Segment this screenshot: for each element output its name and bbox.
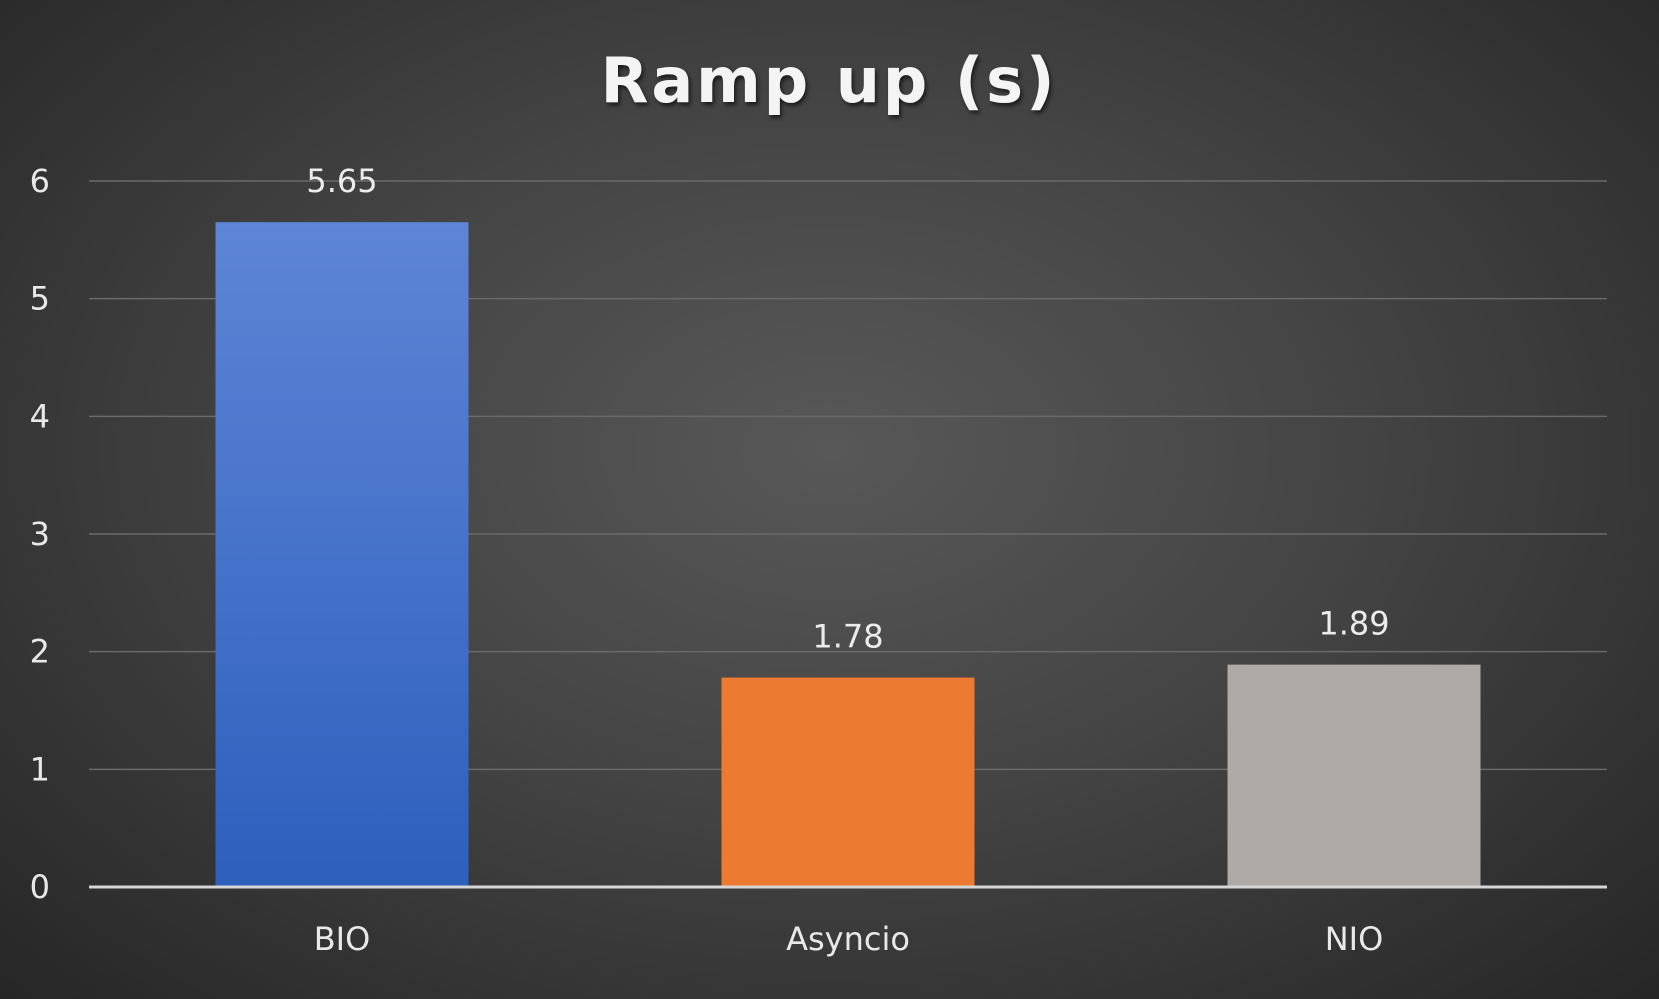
bar-bio <box>215 222 469 887</box>
x-category-label-bio: BIO <box>314 920 371 958</box>
data-label-bio: 5.65 <box>306 162 377 200</box>
y-tick-label: 3 <box>30 515 50 553</box>
y-axis-tick-labels: 0 1 2 3 4 5 6 <box>30 162 50 906</box>
y-tick-label: 6 <box>30 162 50 200</box>
y-tick-label: 5 <box>30 280 50 318</box>
bar-nio <box>1227 664 1481 887</box>
x-category-label-nio: NIO <box>1325 920 1384 958</box>
y-tick-label: 4 <box>30 397 50 435</box>
y-tick-label: 2 <box>30 633 50 671</box>
y-tick-label: 1 <box>30 750 50 788</box>
data-label-nio: 1.89 <box>1318 605 1389 643</box>
y-tick-label: 0 <box>30 868 50 906</box>
data-labels: 5.65 1.78 1.89 <box>306 162 1389 655</box>
x-category-label-asyncio: Asyncio <box>786 920 910 958</box>
chart-title: Ramp up (s) <box>601 44 1058 117</box>
bars <box>215 222 1481 887</box>
bar-asyncio <box>721 677 975 887</box>
x-axis-category-labels: BIO Asyncio NIO <box>314 920 1384 958</box>
data-label-asyncio: 1.78 <box>812 618 883 656</box>
